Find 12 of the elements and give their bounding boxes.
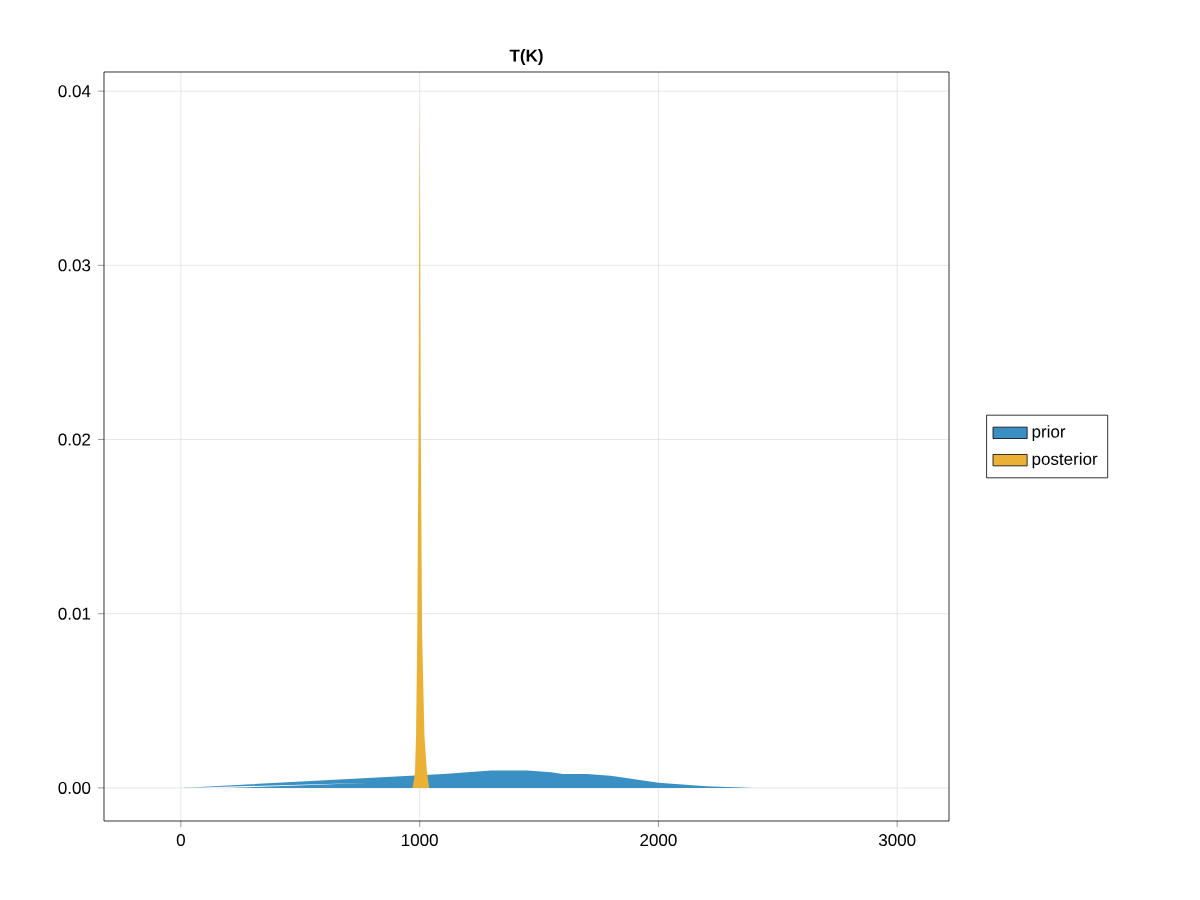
y-tick-label: 0.02 <box>58 433 91 446</box>
legend-label: prior <box>1032 425 1066 442</box>
legend-label: posterior <box>1032 452 1098 469</box>
x-tick-label: 0 <box>176 834 185 847</box>
y-tick-label: 0.03 <box>58 259 91 272</box>
y-tick-label: 0.04 <box>58 85 91 98</box>
x-tick-label: 3000 <box>878 834 916 847</box>
y-tick-label: 0.01 <box>58 607 91 620</box>
x-tick-label: 2000 <box>640 834 677 847</box>
x-tick-label: 1000 <box>402 834 438 847</box>
chart-title: T(K) <box>509 49 543 65</box>
y-tick-label: 0.00 <box>58 781 91 794</box>
